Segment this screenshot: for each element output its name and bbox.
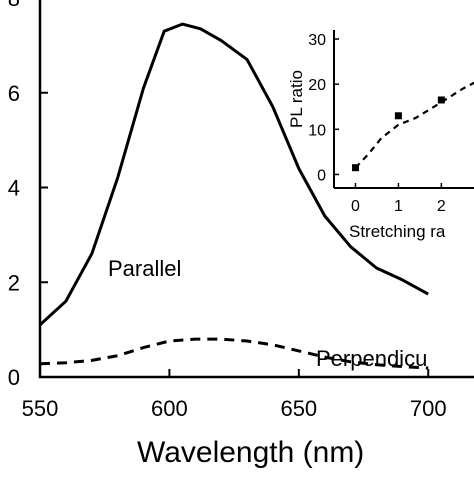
parallel-label: Parallel (108, 256, 181, 281)
inset-data-point (395, 112, 402, 119)
inset-x-tick-label: 0 (351, 198, 360, 215)
x-tick-label: 650 (280, 396, 317, 421)
y-tick-label: 4 (8, 176, 20, 201)
y-tick-label: 0 (8, 365, 20, 390)
x-tick-label: 550 (22, 396, 59, 421)
x-tick-label: 700 (410, 396, 447, 421)
inset-y-tick-label: 10 (308, 122, 326, 139)
inset-x-tick-label: 1 (394, 198, 403, 215)
x-axis-label: Wavelength (nm) (137, 436, 364, 469)
y-tick-label: 6 (8, 81, 20, 106)
inset-x-axis-label: Stretching ra (349, 222, 446, 241)
perpendicular-label: Perpendicu (316, 346, 427, 371)
inset-x-tick-label: 2 (437, 198, 446, 215)
inset-y-tick-label: 30 (308, 32, 326, 49)
inset-y-axis-label: PL ratio (287, 70, 306, 128)
x-tick-label: 600 (151, 396, 188, 421)
y-tick-label: 8 (8, 0, 20, 11)
inset-y-tick-label: 0 (317, 167, 326, 184)
inset-data-point (438, 96, 445, 103)
inset-y-tick-label: 20 (308, 77, 326, 94)
y-tick-label: 2 (8, 270, 20, 295)
inset-data-point (352, 164, 359, 171)
